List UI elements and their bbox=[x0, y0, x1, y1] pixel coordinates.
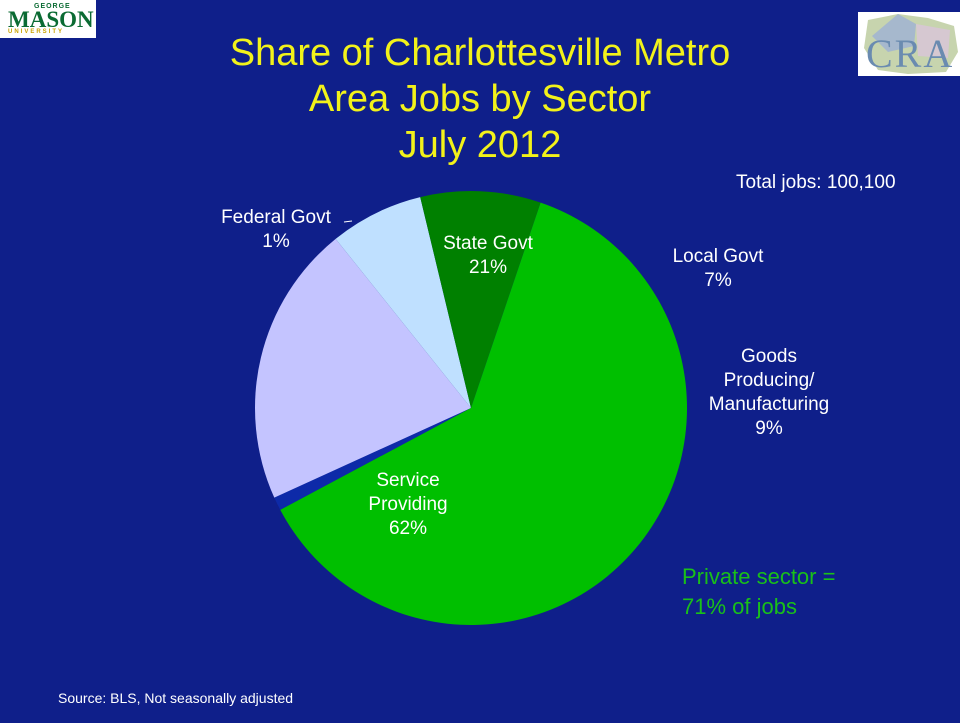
slice-label-1: State Govt 21% bbox=[443, 233, 533, 278]
title-line-1: Share of Charlottesville Metro bbox=[229, 32, 731, 74]
slice-label-2: Local Govt 7% bbox=[673, 246, 765, 291]
slice-label-line: Local Govt bbox=[673, 246, 765, 267]
slice-label-line: 1% bbox=[262, 231, 290, 252]
private-line-1: Private sector = bbox=[682, 564, 836, 589]
slice-label-line: Manufacturing bbox=[709, 394, 829, 415]
pie-slice-local-govt bbox=[335, 197, 471, 408]
federal-govt-leader-line bbox=[343, 220, 353, 223]
slice-label-line: 7% bbox=[704, 270, 732, 291]
map-icon bbox=[864, 14, 958, 74]
slice-label-line: Goods bbox=[741, 346, 797, 367]
slice-label-0: Federal Govt 1% bbox=[221, 207, 332, 252]
logo-top-text: GEORGE bbox=[34, 3, 71, 10]
slice-label-line: Service bbox=[376, 470, 439, 491]
pie-slice-service-providing bbox=[280, 202, 687, 626]
title-line-3: July 2012 bbox=[398, 124, 562, 166]
slice-label-line: Providing bbox=[368, 494, 447, 515]
slice-label-line: 21% bbox=[469, 257, 507, 278]
slide-title: Share of Charlottesville Metro Area Jobs… bbox=[150, 30, 810, 168]
slice-label-4: Service Providing 62% bbox=[368, 470, 447, 539]
slice-label-line: Producing/ bbox=[724, 370, 816, 391]
logo-word: MASON bbox=[8, 7, 94, 32]
george-mason-logo: GEORGE MASON UNIVERSITY bbox=[0, 0, 96, 38]
slice-label-line: State Govt bbox=[443, 233, 533, 254]
logo-bottom-text: UNIVERSITY bbox=[8, 29, 65, 35]
pie-slice-federal-govt bbox=[274, 408, 471, 510]
slice-label-line: 9% bbox=[755, 418, 783, 439]
pie-slice-goods-producing-manufacturing bbox=[420, 190, 541, 408]
title-line-2: Area Jobs by Sector bbox=[308, 78, 652, 120]
cra-logo: CRA bbox=[858, 12, 960, 76]
logo-text: CRA bbox=[866, 31, 955, 76]
source-note: Source: BLS, Not seasonally adjusted bbox=[58, 690, 294, 706]
total-jobs: Total jobs: 100,100 bbox=[736, 172, 896, 193]
pie-slice-state-govt bbox=[254, 238, 471, 498]
slice-label-3: Goods Producing/Manufacturing 9% bbox=[709, 346, 829, 439]
private-line-2: 71% of jobs bbox=[682, 594, 797, 619]
private-sector-note: Private sector = 71% of jobs bbox=[682, 562, 835, 622]
slice-label-line: Federal Govt bbox=[221, 207, 332, 228]
slice-label-line: 62% bbox=[389, 518, 427, 539]
